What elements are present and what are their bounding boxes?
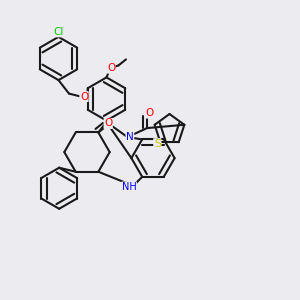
Text: Cl: Cl bbox=[53, 27, 64, 37]
Text: O: O bbox=[104, 118, 112, 128]
Text: O: O bbox=[80, 92, 88, 102]
Text: O: O bbox=[107, 63, 115, 73]
Text: O: O bbox=[145, 108, 154, 118]
Text: NH: NH bbox=[122, 182, 136, 192]
Text: S: S bbox=[154, 139, 161, 149]
Text: N: N bbox=[126, 131, 134, 142]
